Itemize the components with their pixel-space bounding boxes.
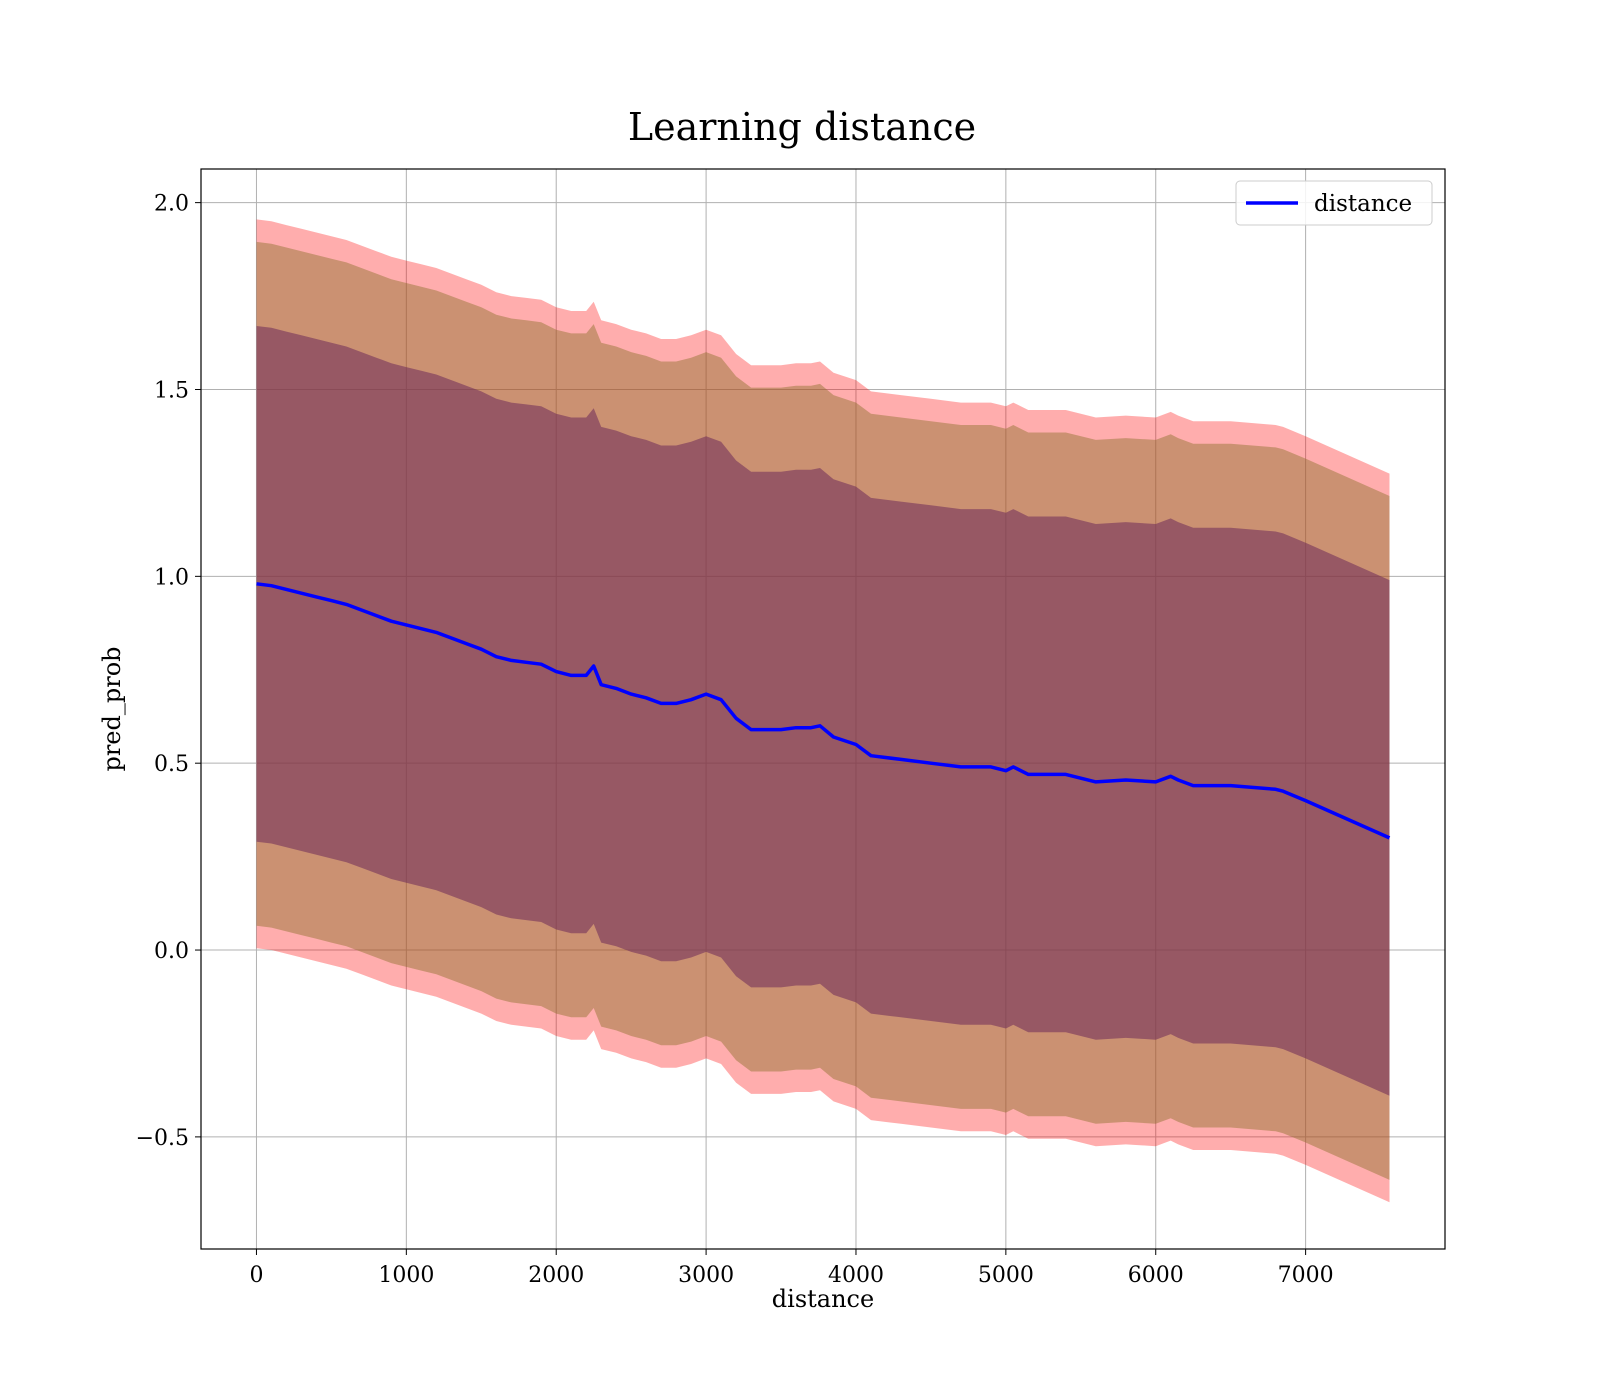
y-axis-ticks: −0.5 0.0 0.5 1.0 1.5 2.0: [136, 192, 201, 1151]
x-tick-label: 4000: [828, 1263, 884, 1288]
x-tick-label: 6000: [1128, 1263, 1184, 1288]
x-tick-label: 2000: [528, 1263, 584, 1288]
y-tick-label: 2.0: [154, 192, 189, 217]
x-axis-ticks: 0 1000 2000 3000 4000 5000 6000 7000: [249, 1249, 1334, 1288]
x-tick-label: 3000: [678, 1263, 734, 1288]
x-tick-label: 5000: [978, 1263, 1034, 1288]
plot-frame: [200, 168, 1446, 1250]
x-tick-label: 7000: [1278, 1263, 1334, 1288]
y-axis-label: pred_prob: [98, 646, 126, 771]
y-tick-label: −0.5: [136, 1126, 189, 1151]
legend-box: [1235, 180, 1433, 226]
band-inner: [256, 326, 1390, 1096]
chart-title: Learning distance: [628, 105, 976, 149]
x-tick-label: 1000: [378, 1263, 434, 1288]
y-tick-label: 0.0: [154, 939, 189, 964]
series-line-distance: [256, 582, 1391, 840]
y-tick-label: 1.5: [154, 378, 189, 403]
x-tick-label: 0: [249, 1263, 263, 1288]
y-tick-label: 0.5: [154, 752, 189, 777]
legend: distance: [1235, 180, 1433, 226]
y-tick-label: 1.0: [154, 565, 189, 590]
uncertainty-bands: [256, 219, 1390, 1203]
legend-label: distance: [1314, 191, 1412, 217]
x-axis-label: distance: [772, 1285, 874, 1313]
series-lines: [256, 582, 1391, 840]
